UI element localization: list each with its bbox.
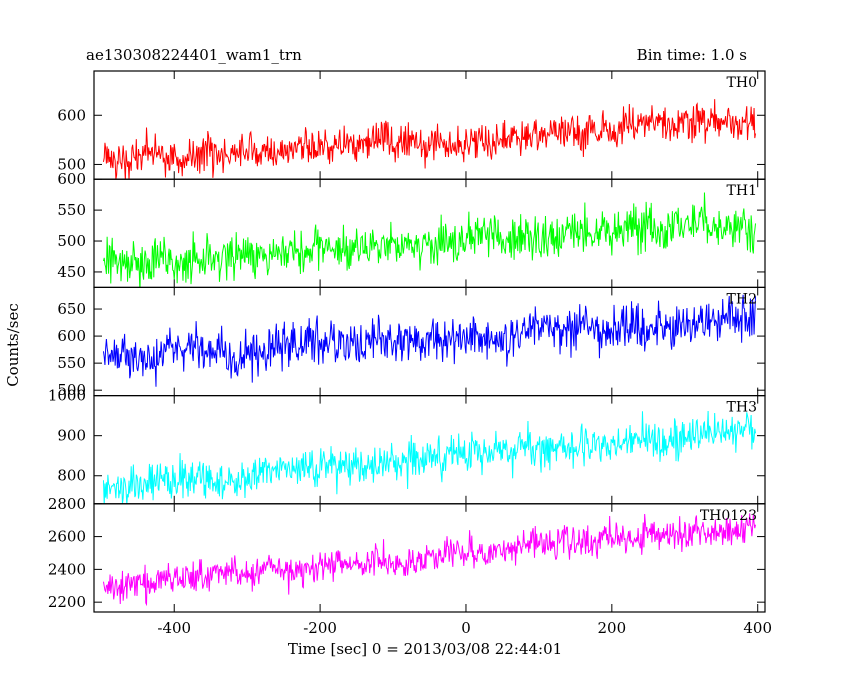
y-tick-label: 2800	[48, 495, 86, 513]
x-tick-label: 200	[598, 619, 627, 637]
series-label: TH0123	[700, 508, 757, 524]
y-tick-label: 550	[57, 354, 86, 372]
y-tick-label: 800	[57, 467, 86, 485]
y-tick-label: 500	[57, 232, 86, 250]
series-th0	[102, 99, 757, 180]
series-label: TH3	[727, 400, 757, 416]
y-tick-label: 600	[57, 170, 86, 188]
y-tick-label: 600	[57, 327, 86, 345]
series-label: TH2	[727, 291, 757, 307]
x-axis-label: Time [sec] 0 = 2013/03/08 22:44:01	[288, 640, 562, 658]
y-tick-label: 900	[57, 427, 86, 445]
bin-time-label: Bin time: 1.0 s	[637, 46, 747, 64]
series-th0123	[102, 513, 757, 607]
series-th1	[102, 192, 757, 288]
series-label: TH1	[727, 183, 757, 199]
series-th2	[102, 294, 757, 387]
panel-th3: 800 900 1000 TH3	[48, 387, 766, 505]
panel-th2: 500 550 600 650 TH2	[57, 286, 766, 399]
x-tick-label: -200	[303, 619, 337, 637]
series-th3	[102, 410, 757, 504]
y-tick-label: 1000	[48, 387, 86, 405]
y-axis-label: Counts/sec	[4, 303, 22, 387]
panel-th0123: 2200 2400 2600 2800 TH0123	[48, 495, 766, 613]
x-tick-label: -400	[157, 619, 191, 637]
x-tick-label: 400	[743, 619, 772, 637]
panel-th1: 450 500 550 600 TH1	[57, 170, 766, 288]
x-tick-label: 0	[461, 619, 471, 637]
y-tick-label: 450	[57, 263, 86, 281]
series-label: TH0	[727, 75, 757, 91]
y-tick-label: 2200	[48, 593, 86, 611]
y-tick-label: 500	[57, 381, 86, 399]
panels-group: 500600TH0450500550600TH1500550600650TH28…	[48, 70, 766, 613]
panel-th0: 500 600 TH0	[57, 70, 766, 180]
y-tick-label: 2400	[48, 560, 86, 578]
y-tick-label: 2600	[48, 528, 86, 546]
plot-title: ae130308224401_wam1_trn	[86, 46, 302, 64]
y-tick-label: 500	[57, 155, 86, 173]
y-tick-label: 550	[57, 201, 86, 219]
y-tick-label: 600	[57, 106, 86, 124]
panel-frame	[93, 503, 766, 613]
y-tick-label: 650	[57, 300, 86, 318]
x-axis: -400 -200 0 200 400	[157, 619, 772, 637]
